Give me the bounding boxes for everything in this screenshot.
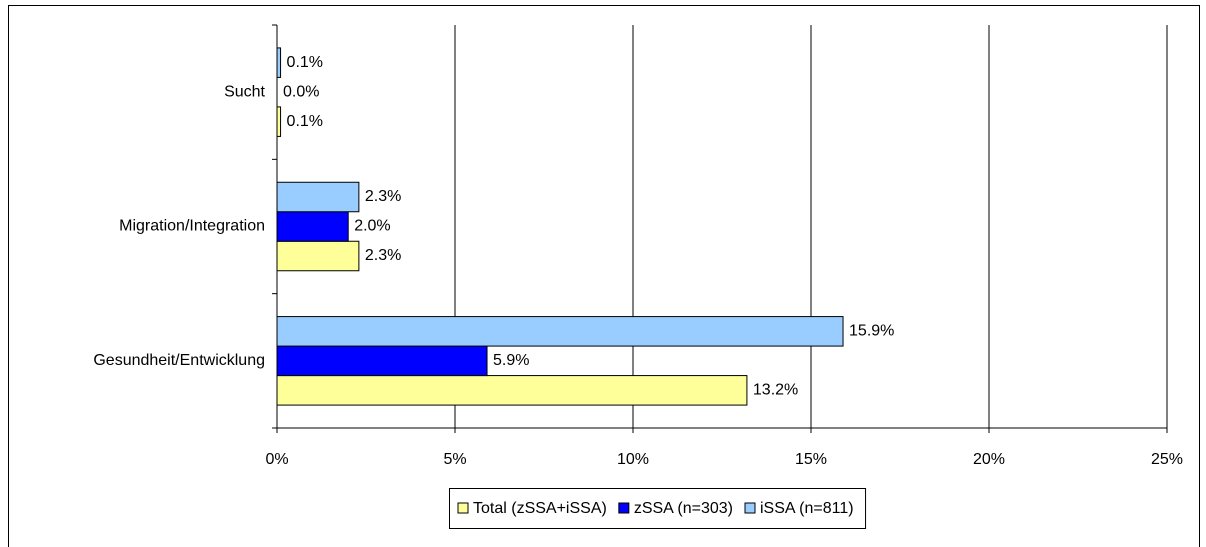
- bar: [276, 240, 360, 272]
- legend-label: iSSA (n=811): [760, 500, 854, 517]
- legend-label: Total (zSSA+iSSA): [473, 500, 607, 517]
- value-label: 13.2%: [753, 382, 798, 399]
- value-label: 2.3%: [365, 188, 401, 205]
- value-label: 0.1%: [287, 54, 323, 71]
- bar: [276, 181, 360, 213]
- legend-swatch: [457, 502, 469, 514]
- chart-frame: [8, 5, 1200, 547]
- legend-swatch: [744, 502, 756, 514]
- bar: [276, 106, 282, 137]
- legend: [449, 488, 867, 529]
- value-label: 15.9%: [849, 323, 894, 340]
- x-tick-label: 5%: [443, 451, 466, 468]
- bar: [276, 345, 488, 377]
- x-tick-label: 20%: [973, 451, 1005, 468]
- value-label: 2.3%: [365, 247, 401, 264]
- y-tick-label: Sucht: [224, 83, 265, 100]
- value-label: 0.1%: [287, 113, 323, 130]
- x-tick-label: 15%: [795, 451, 827, 468]
- value-label: 2.0%: [354, 218, 390, 235]
- x-tick-label: 0%: [265, 451, 288, 468]
- value-label: 0.0%: [283, 83, 319, 100]
- legend-swatch: [618, 502, 630, 514]
- bar: [276, 316, 844, 347]
- y-tick-label: Gesundheit/Entwicklung: [93, 352, 265, 369]
- x-tick-label: 10%: [617, 451, 649, 468]
- y-tick-label: Migration/Integration: [119, 218, 265, 235]
- legend-label: zSSA (n=303): [634, 500, 733, 517]
- value-label: 5.9%: [493, 352, 529, 369]
- bar: [276, 47, 282, 78]
- x-tick-label: 25%: [1151, 451, 1183, 468]
- bar: [276, 211, 349, 242]
- bar: [276, 375, 748, 406]
